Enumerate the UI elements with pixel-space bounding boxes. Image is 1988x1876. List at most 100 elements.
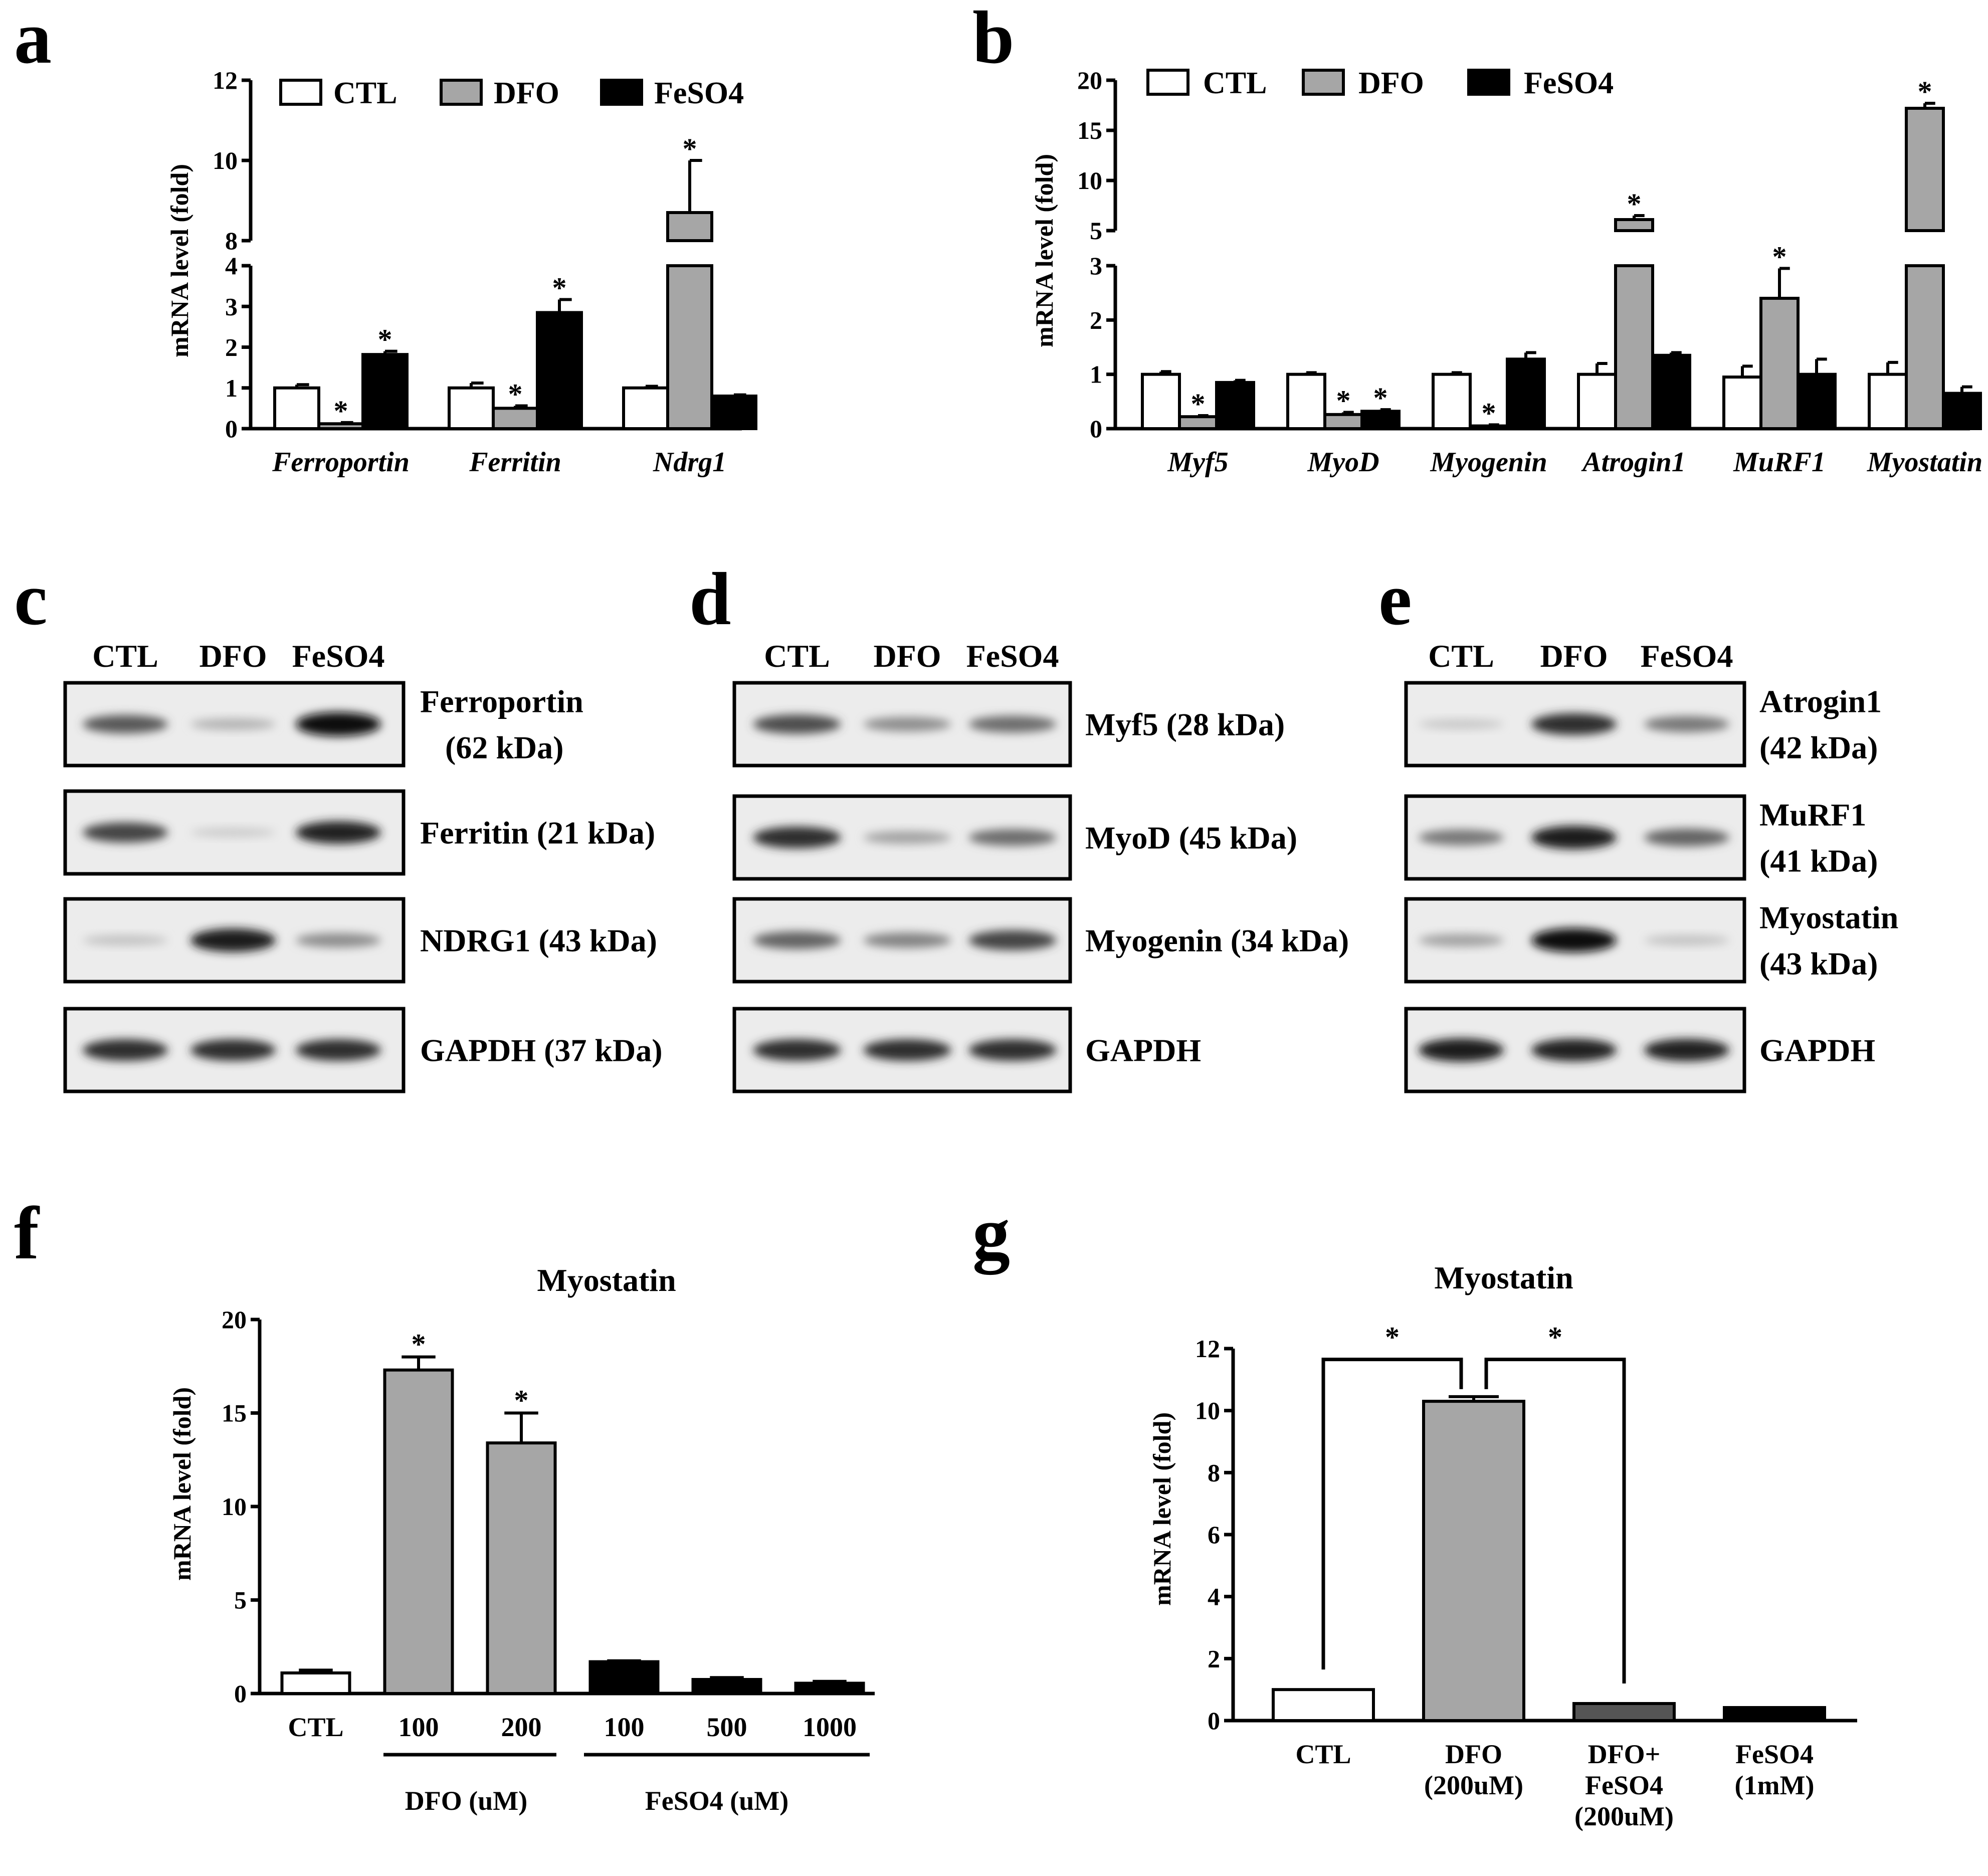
protein-label: GAPDH — [1085, 1033, 1201, 1068]
x-tick-label-myostatin: Myostatin — [1867, 447, 1982, 478]
band — [83, 1039, 168, 1061]
protein-label: GAPDH (37 kDa) — [420, 1033, 663, 1068]
y-tick-label: 20 — [222, 1305, 247, 1334]
lane-label-ctl: CTL — [92, 638, 158, 674]
band — [190, 1039, 276, 1061]
significance-star: * — [1373, 382, 1388, 414]
significance-star: * — [1772, 240, 1787, 273]
y-tick-label: 15 — [222, 1399, 247, 1427]
legend-label-feso4: FeSO4 — [1524, 66, 1614, 100]
band — [190, 718, 276, 730]
bar-atrogin1-feso4 — [1651, 353, 1691, 430]
band — [83, 822, 168, 843]
bar-ndrg1-dfo — [666, 264, 713, 430]
y-tick-label: 1 — [225, 374, 238, 402]
bar-murf1-dfo — [1759, 297, 1800, 430]
y-tick-label: 0 — [234, 1679, 247, 1708]
bar-ctl-0 — [1272, 1688, 1375, 1723]
panel-c-blot: CTL DFO FeSO4 Ferroportin (62 kDa) Ferritin (… — [63, 638, 663, 1093]
band — [296, 712, 381, 736]
panel-label-d: d — [689, 557, 731, 641]
band — [1644, 935, 1729, 946]
x-tick-label-ferroportin: Ferroportin — [272, 447, 410, 478]
comparison-bracket — [1321, 1358, 1463, 1670]
bar-ndrg1-feso4 — [710, 395, 757, 430]
significance-star: * — [1627, 187, 1642, 220]
axis-break-gap — [1613, 232, 1655, 264]
y-tick-label: 15 — [1077, 116, 1102, 144]
band — [863, 717, 951, 731]
protein-label: MyoD (45 kDa) — [1085, 820, 1297, 856]
lane-label-ctl: CTL — [1428, 638, 1494, 674]
significance-star: * — [552, 271, 567, 304]
bar-ferritin-dfo — [492, 407, 539, 430]
significance-star: * — [1385, 1321, 1400, 1354]
legend-label-dfo: DFO — [494, 76, 559, 110]
bar-myogenin-feso4 — [1506, 357, 1546, 430]
significance-star: * — [412, 1328, 426, 1361]
y-tick-label: 2 — [1208, 1644, 1220, 1672]
band — [753, 931, 841, 950]
protein-label: (42 kDa) — [1759, 730, 1878, 766]
bar-feso4-3 — [1723, 1706, 1826, 1723]
panel-b-chart: mRNA level (fold) CTL DFO FeSO4 0 1 2 3 5 10 1… — [1030, 66, 1982, 478]
lane-label-ctl: CTL — [764, 638, 830, 674]
legend-swatch-dfo — [1302, 69, 1345, 96]
panel-f-group-label-feso4: FeSO4 (uM) — [645, 1786, 788, 1816]
bar-ctl-0 — [280, 1671, 351, 1695]
bar-ferritin-ctl — [448, 386, 495, 430]
y-tick-label: 5 — [234, 1586, 247, 1614]
x-tick-label: DFO+ — [1588, 1739, 1661, 1769]
bar-myostatin-ctl — [1868, 372, 1908, 431]
y-tick-label: 8 — [225, 227, 238, 255]
band — [1419, 829, 1504, 846]
comparison-bracket — [1484, 1358, 1626, 1683]
legend-swatch-feso4 — [1467, 69, 1510, 96]
lane-label-feso4: FeSO4 — [1641, 638, 1733, 674]
bar-ferroportin-ctl — [273, 386, 320, 430]
y-tick-label: 4 — [1208, 1583, 1220, 1611]
bar-atrogin1-dfo-upper — [1614, 218, 1654, 232]
bar-ndrg1-ctl — [622, 386, 669, 430]
x-tick-label: CTL — [1295, 1739, 1351, 1769]
significance-star: * — [1336, 385, 1351, 417]
y-tick-label: 10 — [1077, 166, 1102, 195]
protein-label: NDRG1 (43 kDa) — [420, 923, 657, 959]
band — [863, 831, 951, 844]
axis-break-gap — [665, 242, 714, 264]
band — [296, 821, 381, 844]
panel-label-f: f — [14, 1192, 40, 1275]
protein-label: Myostatin — [1759, 900, 1898, 935]
band — [968, 829, 1057, 846]
bar-myogenin-ctl — [1432, 372, 1472, 431]
panel-f-group-label-dfo: DFO (uM) — [405, 1786, 527, 1816]
legend-label-feso4: FeSO4 — [654, 76, 744, 110]
bar-feso4-4 — [691, 1678, 762, 1695]
band — [1531, 1039, 1617, 1061]
x-tick-label: FeSO4 — [1735, 1739, 1814, 1769]
bar-dfo-1 — [383, 1368, 454, 1695]
band — [296, 933, 381, 948]
legend-swatch-feso4 — [600, 79, 643, 106]
band — [1419, 933, 1504, 947]
bar-murf1-ctl — [1722, 376, 1762, 430]
panel-label-a: a — [14, 0, 52, 79]
panel-g-ylabel: mRNA level (fold) — [1148, 1412, 1176, 1606]
significance-star: * — [334, 395, 348, 427]
panel-g-chart: Myostatin mRNA level (fold) 0 2 4 6 8 10 12 CTL… — [1148, 1260, 1857, 1831]
panel-f-chart: Myostatin mRNA level (fold) DFO (uM) FeS… — [168, 1262, 875, 1816]
lane-label-dfo: DFO — [199, 638, 267, 674]
x-tick-label: 1000 — [803, 1712, 857, 1742]
x-tick-label-myod: MyoD — [1307, 447, 1379, 478]
band — [1419, 1038, 1504, 1062]
band — [1531, 713, 1617, 735]
bar-myostatin-dfo-upper — [1905, 107, 1945, 232]
lane-label-dfo: DFO — [873, 638, 941, 674]
significance-star: * — [1191, 388, 1206, 420]
bar-dfo-feso4-2 — [1572, 1702, 1676, 1723]
x-tick-label: 500 — [707, 1712, 747, 1742]
x-tick-label: DFO — [1445, 1739, 1502, 1769]
bar-dfo-1 — [1422, 1400, 1525, 1723]
x-tick-label: FeSO4 — [1585, 1770, 1663, 1800]
lane-label-feso4: FeSO4 — [292, 638, 385, 674]
